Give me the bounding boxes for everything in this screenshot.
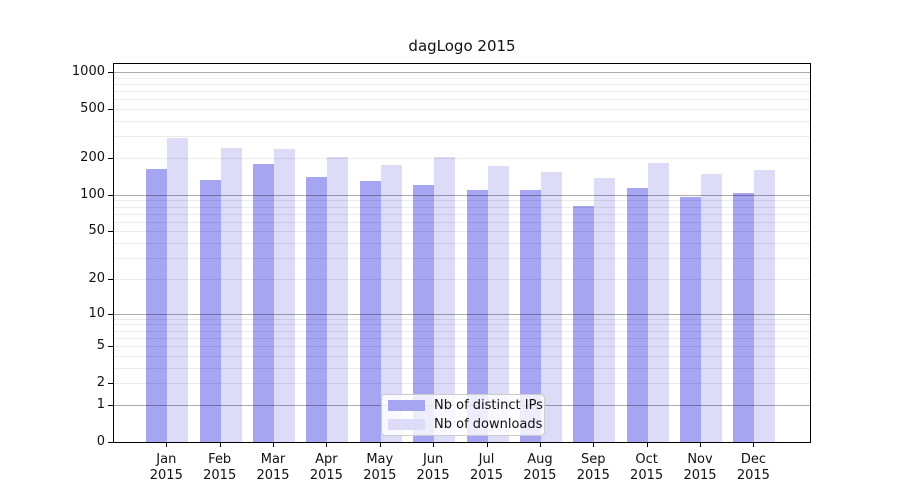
x-tick-mark (539, 443, 541, 447)
bar-downloads (754, 169, 776, 442)
x-tick-mark (433, 443, 435, 447)
gridline-minor (114, 83, 810, 85)
x-tick-mark (646, 443, 648, 447)
y-tick-label: 5 (96, 338, 105, 353)
y-tick-label: 20 (88, 270, 105, 286)
bar-downloads (434, 157, 456, 442)
bar-distinct-ips (146, 168, 168, 442)
gridline-major (114, 72, 810, 73)
y-tick-mark (108, 72, 113, 73)
legend-label-downloads: Nb of downloads (434, 417, 543, 432)
x-tick-mark (326, 443, 328, 447)
gridline-minor (114, 99, 810, 101)
x-tick-label: Nov 2015 (683, 452, 717, 483)
y-tick-mark (108, 109, 113, 110)
x-tick-mark (753, 443, 755, 447)
y-tick-mark (108, 157, 113, 159)
x-tick-label: Dec 2015 (736, 452, 770, 483)
bar-distinct-ips (199, 179, 221, 442)
bar-downloads (327, 157, 349, 442)
x-tick-label: Jun 2015 (416, 452, 450, 483)
gridline-minor (114, 109, 810, 110)
x-tick-mark (593, 443, 595, 447)
gridline-minor (114, 136, 810, 138)
bar-downloads (220, 147, 242, 442)
chart-title: dagLogo 2015 (408, 37, 516, 55)
bar-distinct-ips (519, 190, 541, 442)
y-tick-label: 10 (88, 305, 105, 321)
y-tick-label: 1000 (71, 64, 105, 79)
legend-item-distinct-ips: Nb of distinct IPs (388, 398, 543, 413)
y-tick-label: 50 (88, 223, 105, 239)
legend-item-downloads: Nb of downloads (388, 417, 542, 432)
y-tick-label: 2 (96, 375, 105, 391)
x-tick-label: Jul 2015 (469, 452, 504, 483)
bar-distinct-ips (253, 164, 274, 442)
y-tick-label: 500 (80, 101, 105, 116)
gridline-minor (114, 77, 810, 79)
y-tick-mark (108, 313, 113, 315)
y-tick-label: 200 (80, 149, 105, 165)
x-tick-mark (273, 443, 274, 447)
bar-distinct-ips (306, 176, 328, 442)
y-tick-mark (108, 383, 113, 385)
x-tick-label: Oct 2015 (630, 452, 664, 483)
gridline-minor (114, 121, 810, 122)
bar-downloads (540, 171, 562, 442)
bar-downloads (701, 174, 722, 442)
plot-area: Nb of distinct IPs Nb of downloads (113, 63, 811, 443)
bar-downloads (274, 149, 295, 442)
y-tick-mark (108, 278, 113, 280)
x-tick-mark (700, 443, 701, 447)
y-tick-mark (108, 442, 113, 443)
x-tick-label: Sep 2015 (576, 452, 610, 483)
gridline-minor (114, 91, 810, 92)
x-tick-label: May 2015 (363, 452, 397, 483)
legend: Nb of distinct IPs Nb of downloads (381, 394, 545, 436)
y-tick-mark (108, 231, 113, 233)
bar-downloads (380, 164, 402, 442)
x-tick-label: Jan 2015 (149, 452, 183, 483)
y-tick-mark (108, 404, 113, 406)
bar-downloads (487, 166, 509, 442)
y-tick-label: 1 (96, 396, 105, 412)
x-tick-mark (486, 443, 488, 447)
bar-distinct-ips (573, 206, 595, 442)
x-tick-mark (219, 443, 221, 447)
bar-distinct-ips (680, 197, 701, 442)
x-tick-label: Feb 2015 (203, 452, 237, 483)
legend-label-distinct-ips: Nb of distinct IPs (434, 398, 543, 413)
bar-distinct-ips (626, 187, 648, 442)
bar-downloads (167, 138, 189, 442)
legend-swatch-distinct-ips-icon (388, 400, 425, 411)
bar-downloads (647, 163, 669, 442)
x-tick-label: Aug 2015 (523, 452, 557, 483)
y-tick-label: 0 (96, 434, 105, 449)
bar-distinct-ips (733, 193, 755, 442)
x-tick-mark (166, 443, 168, 447)
y-tick-mark (108, 346, 113, 347)
x-tick-label: Apr 2015 (309, 452, 343, 483)
x-tick-label: Mar 2015 (256, 452, 290, 483)
gridline-minor (114, 157, 810, 159)
bar-distinct-ips (359, 180, 381, 442)
bar-distinct-ips (466, 189, 488, 442)
bar-downloads (594, 178, 616, 442)
legend-swatch-downloads-icon (388, 419, 425, 430)
y-tick-label: 100 (80, 186, 105, 202)
bar-distinct-ips (413, 185, 435, 442)
x-tick-mark (379, 443, 381, 447)
y-tick-mark (108, 194, 113, 196)
